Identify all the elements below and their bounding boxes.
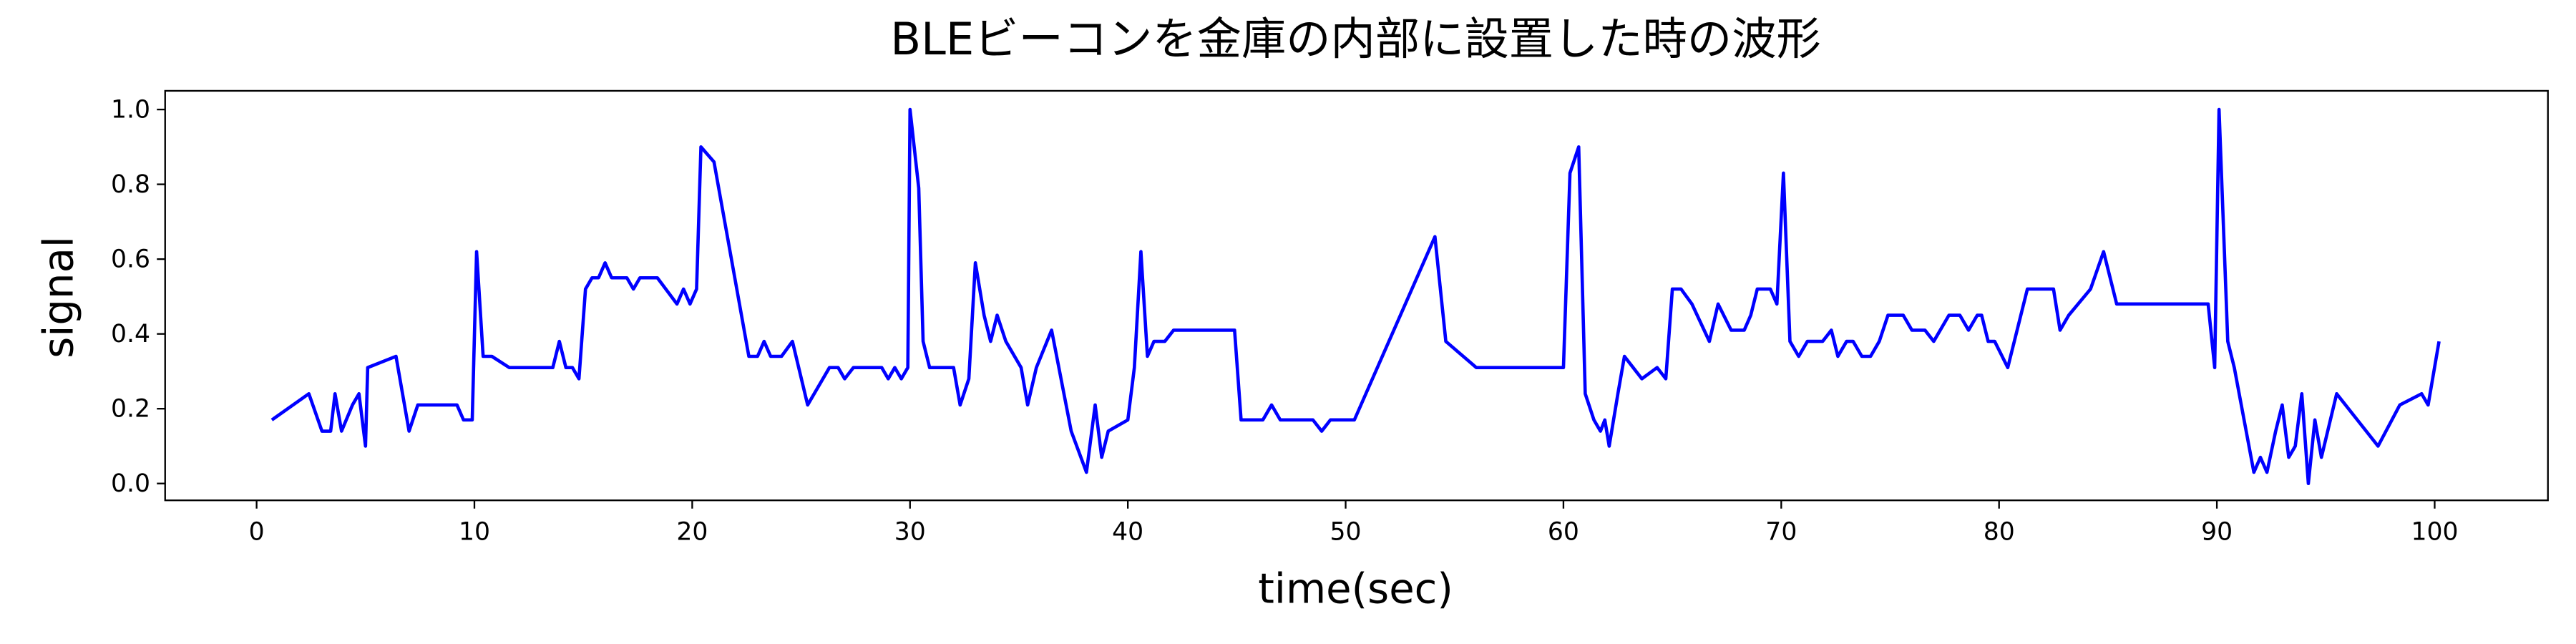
y-tick-label: 0.8 — [111, 170, 150, 199]
x-tick-label: 40 — [1112, 518, 1143, 547]
y-tick-label: 0.6 — [111, 245, 150, 274]
x-tick-label: 100 — [2411, 518, 2458, 547]
chart-title: BLEビーコンを金庫の内部に設置した時の波形 — [890, 13, 1820, 65]
y-tick-label: 0.2 — [111, 395, 150, 424]
x-tick-label: 80 — [1984, 518, 2015, 547]
signal-line — [270, 107, 2441, 486]
x-tick-label: 90 — [2201, 518, 2233, 547]
x-tick-label: 70 — [1765, 518, 1797, 547]
x-tick-label: 10 — [459, 518, 490, 547]
x-tick-label: 20 — [676, 518, 708, 547]
x-tick-label: 0 — [249, 518, 265, 547]
y-tick-label: 1.0 — [111, 96, 150, 125]
y-tick-label: 0.0 — [111, 469, 150, 498]
x-tick-label: 50 — [1330, 518, 1362, 547]
plot-frame — [164, 89, 2549, 502]
x-tick-label: 60 — [1548, 518, 1579, 547]
x-tick-label: 30 — [894, 518, 926, 547]
y-axis-label: signal — [34, 236, 83, 358]
y-tick-label: 0.4 — [111, 320, 150, 348]
x-axis-label: time(sec) — [1258, 564, 1453, 613]
